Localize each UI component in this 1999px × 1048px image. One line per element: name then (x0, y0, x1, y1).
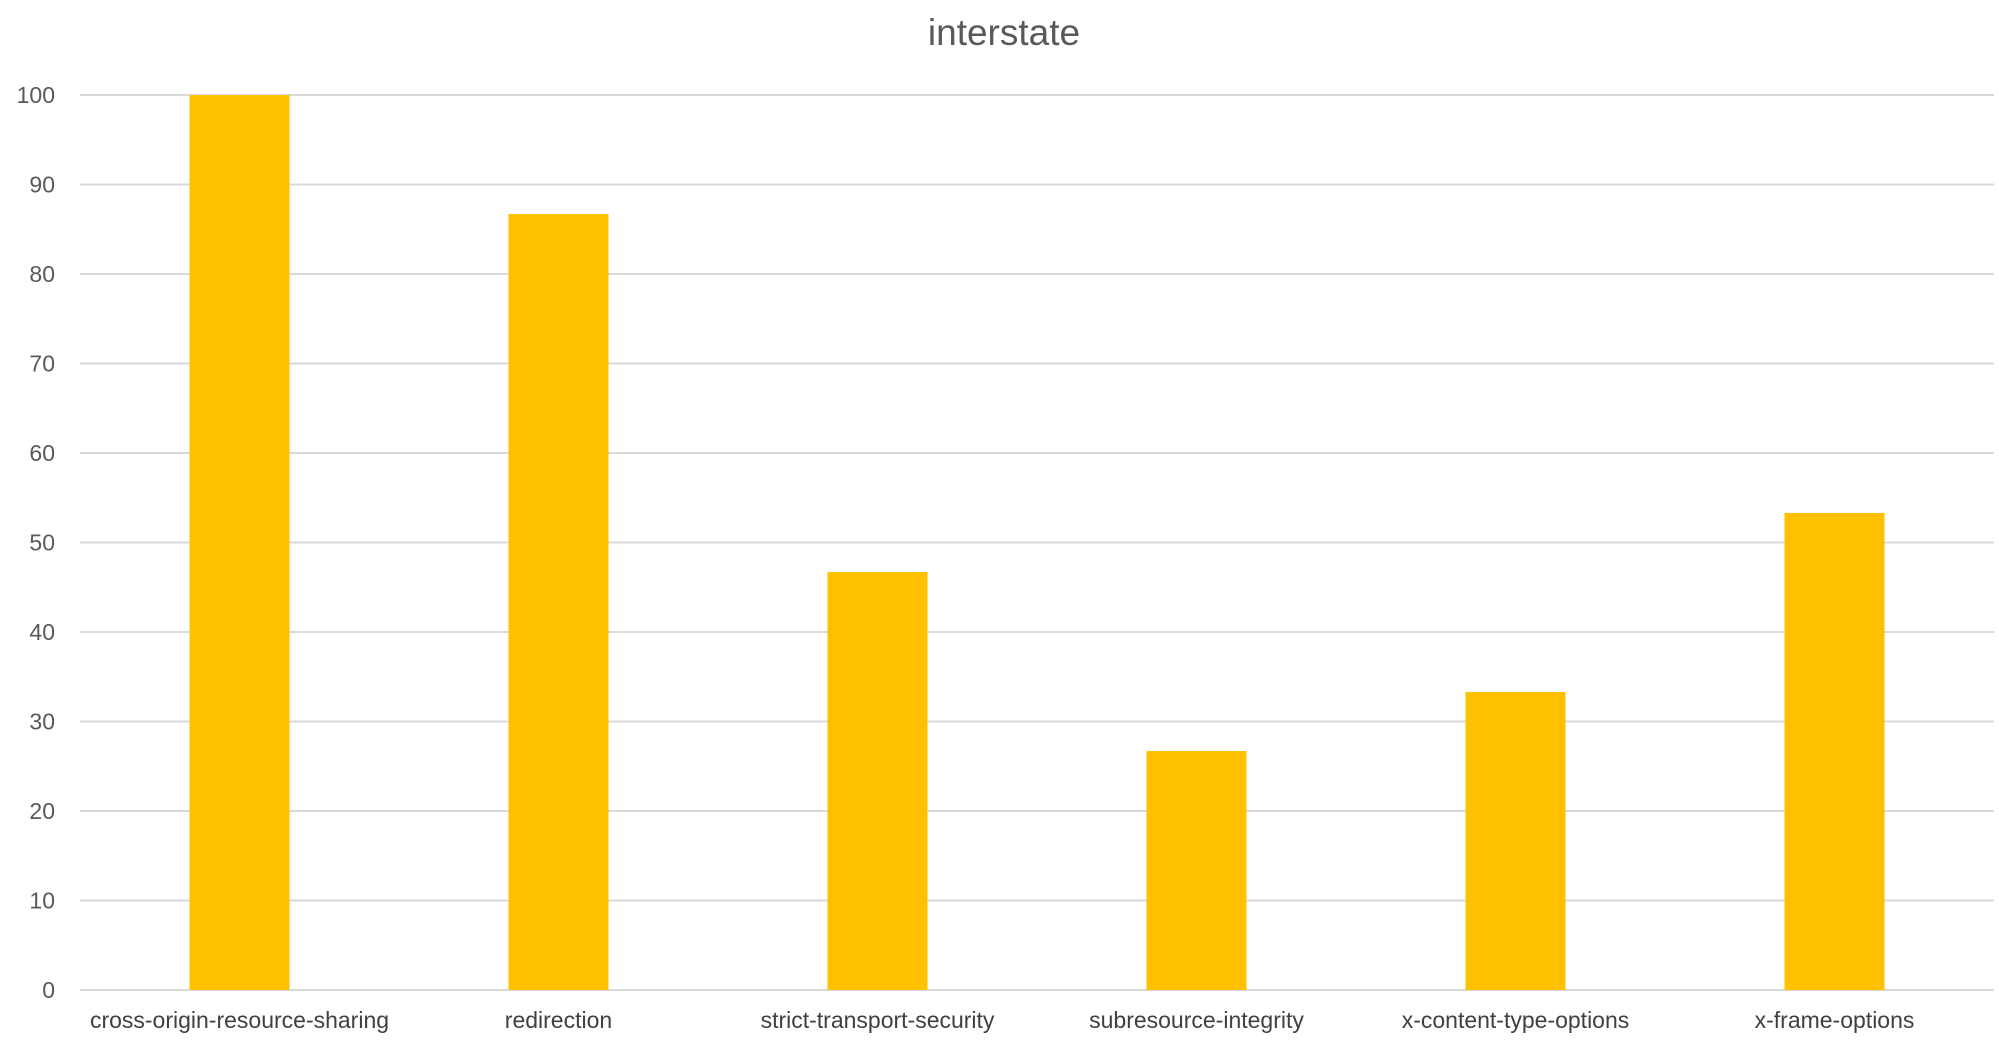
y-tick-label: 10 (29, 888, 55, 914)
bar (827, 572, 928, 990)
x-category-label: x-frame-options (1755, 1007, 1915, 1033)
chart-title: interstate (928, 12, 1080, 53)
y-tick-label: 90 (29, 172, 55, 198)
bar (1146, 751, 1247, 990)
y-tick-label: 60 (29, 440, 55, 466)
bar (1784, 512, 1885, 990)
y-tick-label: 20 (29, 798, 55, 824)
x-category-label: x-content-type-options (1402, 1007, 1630, 1033)
y-tick-label: 0 (42, 977, 55, 1003)
y-tick-label: 100 (17, 82, 55, 108)
y-tick-label: 40 (29, 619, 55, 645)
y-tick-label: 50 (29, 530, 55, 556)
bars (189, 95, 1885, 990)
gridlines (80, 94, 1994, 991)
x-category-label: subresource-integrity (1089, 1007, 1304, 1033)
x-axis-category-labels: cross-origin-resource-sharing redirection… (90, 1007, 1914, 1033)
bar (508, 214, 609, 990)
x-category-label: cross-origin-resource-sharing (90, 1007, 389, 1033)
x-category-label: strict-transport-security (761, 1007, 995, 1033)
bar (189, 95, 290, 990)
y-tick-label: 80 (29, 261, 55, 287)
x-category-label: redirection (505, 1007, 612, 1033)
y-axis-tick-labels: 0 10 20 30 40 50 60 70 80 90 100 (17, 82, 55, 1003)
y-tick-label: 30 (29, 709, 55, 735)
bar (1465, 691, 1566, 990)
y-tick-label: 70 (29, 351, 55, 377)
